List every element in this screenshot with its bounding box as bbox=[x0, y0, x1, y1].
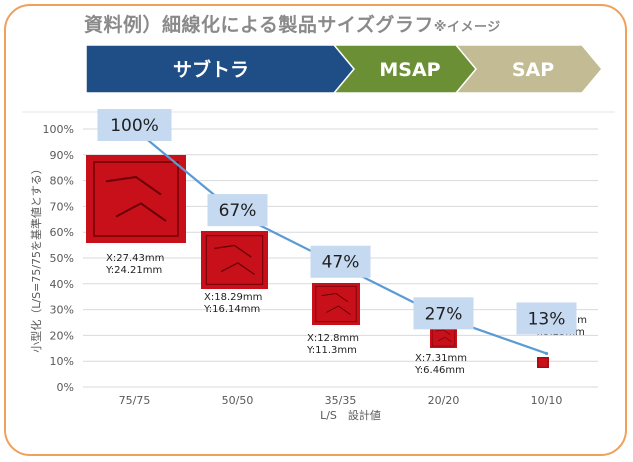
y-tick-label: 60% bbox=[50, 226, 74, 239]
x-axis-label: L/S 設計値 bbox=[320, 408, 381, 422]
data-label-3: 47% bbox=[310, 245, 371, 278]
data-label-text: 100% bbox=[110, 116, 159, 136]
chip-dimension-x: X:18.29mm bbox=[204, 292, 262, 303]
process-step-label: MSAP bbox=[379, 59, 440, 81]
chip-body bbox=[86, 155, 186, 243]
y-tick-label: 70% bbox=[50, 200, 74, 213]
chip-trace bbox=[105, 175, 167, 222]
chip-image-5 bbox=[537, 357, 549, 368]
chip-dimension-y: Y:16.14mm bbox=[203, 304, 260, 315]
process-step-label: SAP bbox=[512, 59, 554, 81]
chip-dimension-x: X:7.31mm bbox=[415, 353, 467, 364]
data-label-2: 67% bbox=[207, 194, 268, 227]
y-tick-label: 80% bbox=[50, 175, 74, 188]
chip-dimension-y: Y:11.3mm bbox=[306, 345, 357, 356]
y-tick-label: 40% bbox=[50, 278, 74, 291]
series-point bbox=[544, 351, 549, 356]
data-label-text: 67% bbox=[219, 201, 257, 221]
y-tick-label: 10% bbox=[50, 355, 74, 368]
data-label-box bbox=[413, 297, 474, 330]
chip-outline bbox=[537, 357, 549, 368]
chip-trace bbox=[435, 329, 452, 343]
process-step-label: サブトラ bbox=[173, 58, 249, 81]
chip-dimension-y: Y:6.46mm bbox=[414, 365, 465, 376]
process-step-3 bbox=[454, 44, 603, 94]
chip-outline bbox=[93, 161, 179, 237]
chip-outline bbox=[315, 285, 357, 323]
x-tick-label: 20/20 bbox=[428, 394, 460, 407]
chip-image-3 bbox=[312, 283, 360, 325]
y-tick-label: 90% bbox=[50, 149, 74, 162]
y-tick-label: 100% bbox=[43, 123, 74, 136]
chip-dimension-x: X:27.43mm bbox=[106, 253, 164, 264]
chip-trace bbox=[214, 244, 255, 276]
title-main: 資料例）細線化による製品サイズグラフ bbox=[84, 14, 434, 36]
y-tick-label: 30% bbox=[50, 304, 74, 317]
data-label-text: 47% bbox=[322, 253, 360, 273]
x-tick-labels: 75/75 50/50 35/35 20/20 10/10 bbox=[119, 394, 563, 407]
data-label-1: 100% bbox=[97, 109, 172, 141]
y-tick-label: 20% bbox=[50, 329, 74, 342]
data-labels: 100% 67% 47% 27% 13% bbox=[97, 109, 577, 335]
data-label-box bbox=[97, 109, 172, 141]
chip-image-2 bbox=[201, 231, 268, 289]
y-axis-label: 小型化（L/S=75/75を基準値とする） bbox=[29, 163, 43, 352]
data-label-4: 27% bbox=[413, 297, 474, 330]
page-title: 資料例）細線化による製品サイズグラフ※イメージ bbox=[84, 10, 501, 37]
process-steps: サブトラ MSAP SAP bbox=[85, 44, 603, 94]
x-tick-label: 10/10 bbox=[531, 394, 563, 407]
x-tick-label: 35/35 bbox=[325, 394, 357, 407]
chip-outline bbox=[205, 235, 264, 285]
chip-dimension-x: X:12.8mm bbox=[307, 333, 359, 344]
y-tick-labels: 0% 10% 20% 30% 40% 50% 60% 70% 80% 90% 100% bbox=[43, 123, 74, 394]
chip-trace bbox=[321, 292, 351, 315]
chip-body bbox=[537, 357, 549, 368]
x-tick-label: 75/75 bbox=[119, 394, 151, 407]
y-tick-label: 0% bbox=[57, 381, 74, 394]
data-label-text: 27% bbox=[425, 304, 463, 324]
chip-body bbox=[312, 283, 360, 325]
data-label-5: 13% bbox=[516, 302, 577, 335]
data-label-box bbox=[516, 302, 577, 335]
title-note: ※イメージ bbox=[433, 20, 501, 35]
data-label-text: 13% bbox=[528, 309, 566, 329]
chip-image-1 bbox=[86, 155, 186, 243]
chip-dimension-y: Y:24.21mm bbox=[105, 265, 162, 276]
data-label-box bbox=[207, 194, 268, 227]
y-tick-label: 50% bbox=[50, 252, 74, 265]
data-label-box bbox=[310, 245, 371, 278]
chip-body bbox=[201, 231, 268, 289]
x-tick-label: 50/50 bbox=[222, 394, 254, 407]
